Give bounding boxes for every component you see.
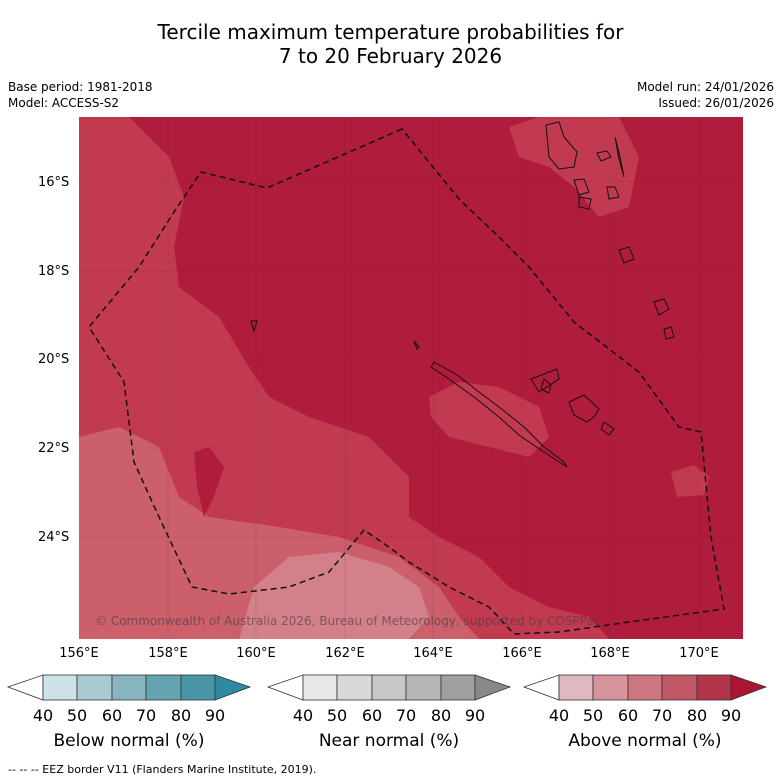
above-tick-80: 80	[686, 706, 708, 725]
above-tick-60: 60	[617, 706, 639, 725]
below-tick-80: 80	[170, 706, 192, 725]
above-70-region	[79, 117, 609, 639]
mare-outline	[600, 421, 615, 436]
above-50-region	[239, 552, 429, 639]
eez-legend-note: -- -- -- EEZ border V11 (Flanders Marine…	[8, 763, 317, 776]
pentecost-outline	[614, 136, 625, 178]
chesterfield-outline	[250, 320, 258, 333]
lon-label-168e: 168°E	[590, 646, 630, 661]
eez-border	[88, 128, 725, 635]
lon-label-164e: 164°E	[413, 646, 453, 661]
tanna-outline	[663, 326, 675, 340]
above-tick-70: 70	[651, 706, 673, 725]
colorbar-near-normal	[266, 674, 512, 701]
erromango-outline	[653, 298, 670, 316]
ambrym-outline	[606, 186, 620, 200]
base-period: Base period: 1981-2018	[8, 80, 153, 94]
colorbars-svg	[6, 674, 768, 701]
lat-label-22s: 22°S	[38, 441, 70, 456]
meta-right: Model run: 24/01/2026 Issued: 26/01/2026	[637, 79, 774, 111]
lon-label-166e: 166°E	[502, 646, 542, 661]
near-tick-50: 50	[326, 706, 348, 725]
islet-outline	[413, 340, 420, 350]
new-caledonia-outline	[430, 361, 568, 468]
near-tick-70: 70	[395, 706, 417, 725]
colorbar-above-normal	[522, 674, 768, 701]
probability-map	[79, 117, 743, 639]
title-line-2: 7 to 20 February 2026	[278, 44, 503, 68]
malekula-outline	[573, 178, 590, 196]
below-tick-90: 90	[204, 706, 226, 725]
dark-inlet	[194, 447, 224, 517]
copyright-notice: © Commonwealth of Australia 2026, Bureau…	[95, 614, 601, 628]
below-tick-70: 70	[135, 706, 157, 725]
above-normal-title: Above normal (%)	[568, 731, 722, 751]
near-normal-title: Near normal (%)	[318, 731, 460, 751]
model-run: Model run: 24/01/2026	[636, 80, 774, 94]
near-tick-90: 90	[464, 706, 486, 725]
below-normal-title: Below normal (%)	[53, 731, 205, 751]
map-title: Tercile maximum temperature probabilitie…	[0, 20, 781, 68]
efate-outline	[618, 246, 635, 264]
lon-label-160e: 160°E	[236, 646, 276, 661]
near-tick-40: 40	[292, 706, 314, 725]
new-caledonia-halo	[429, 382, 549, 457]
lat-label-18s: 18°S	[38, 264, 70, 279]
east-patch	[671, 465, 709, 497]
model-name: Model: ACCESS-S2	[8, 96, 120, 110]
ambae-outline	[596, 150, 612, 162]
above-tick-40: 40	[548, 706, 570, 725]
lifou-outline	[568, 394, 600, 423]
below-tick-40: 40	[32, 706, 54, 725]
issued-date: Issued: 26/01/2026	[658, 96, 774, 110]
lat-label-24s: 24°S	[38, 530, 70, 545]
lon-label-170e: 170°E	[679, 646, 719, 661]
lon-label-158e: 158°E	[148, 646, 188, 661]
lon-label-156e: 156°E	[59, 646, 99, 661]
colorbar-below-normal	[6, 674, 252, 701]
near-tick-60: 60	[361, 706, 383, 725]
espiritu-santo-outline	[545, 121, 578, 170]
above-tick-50: 50	[582, 706, 604, 725]
meta-left: Base period: 1981-2018 Model: ACCESS-S2	[8, 79, 153, 111]
near-tick-80: 80	[430, 706, 452, 725]
epi-outline	[578, 196, 592, 210]
graticule	[79, 117, 743, 639]
loyalty-outline	[530, 368, 560, 393]
below-tick-60: 60	[101, 706, 123, 725]
lat-label-16s: 16°S	[38, 175, 70, 190]
map-svg	[79, 117, 743, 639]
lat-label-20s: 20°S	[38, 352, 70, 367]
title-line-1: Tercile maximum temperature probabilitie…	[157, 20, 624, 44]
ouvea-outline	[540, 378, 552, 394]
above-tick-90: 90	[720, 706, 742, 725]
below-tick-50: 50	[66, 706, 88, 725]
lon-label-162e: 162°E	[325, 646, 365, 661]
